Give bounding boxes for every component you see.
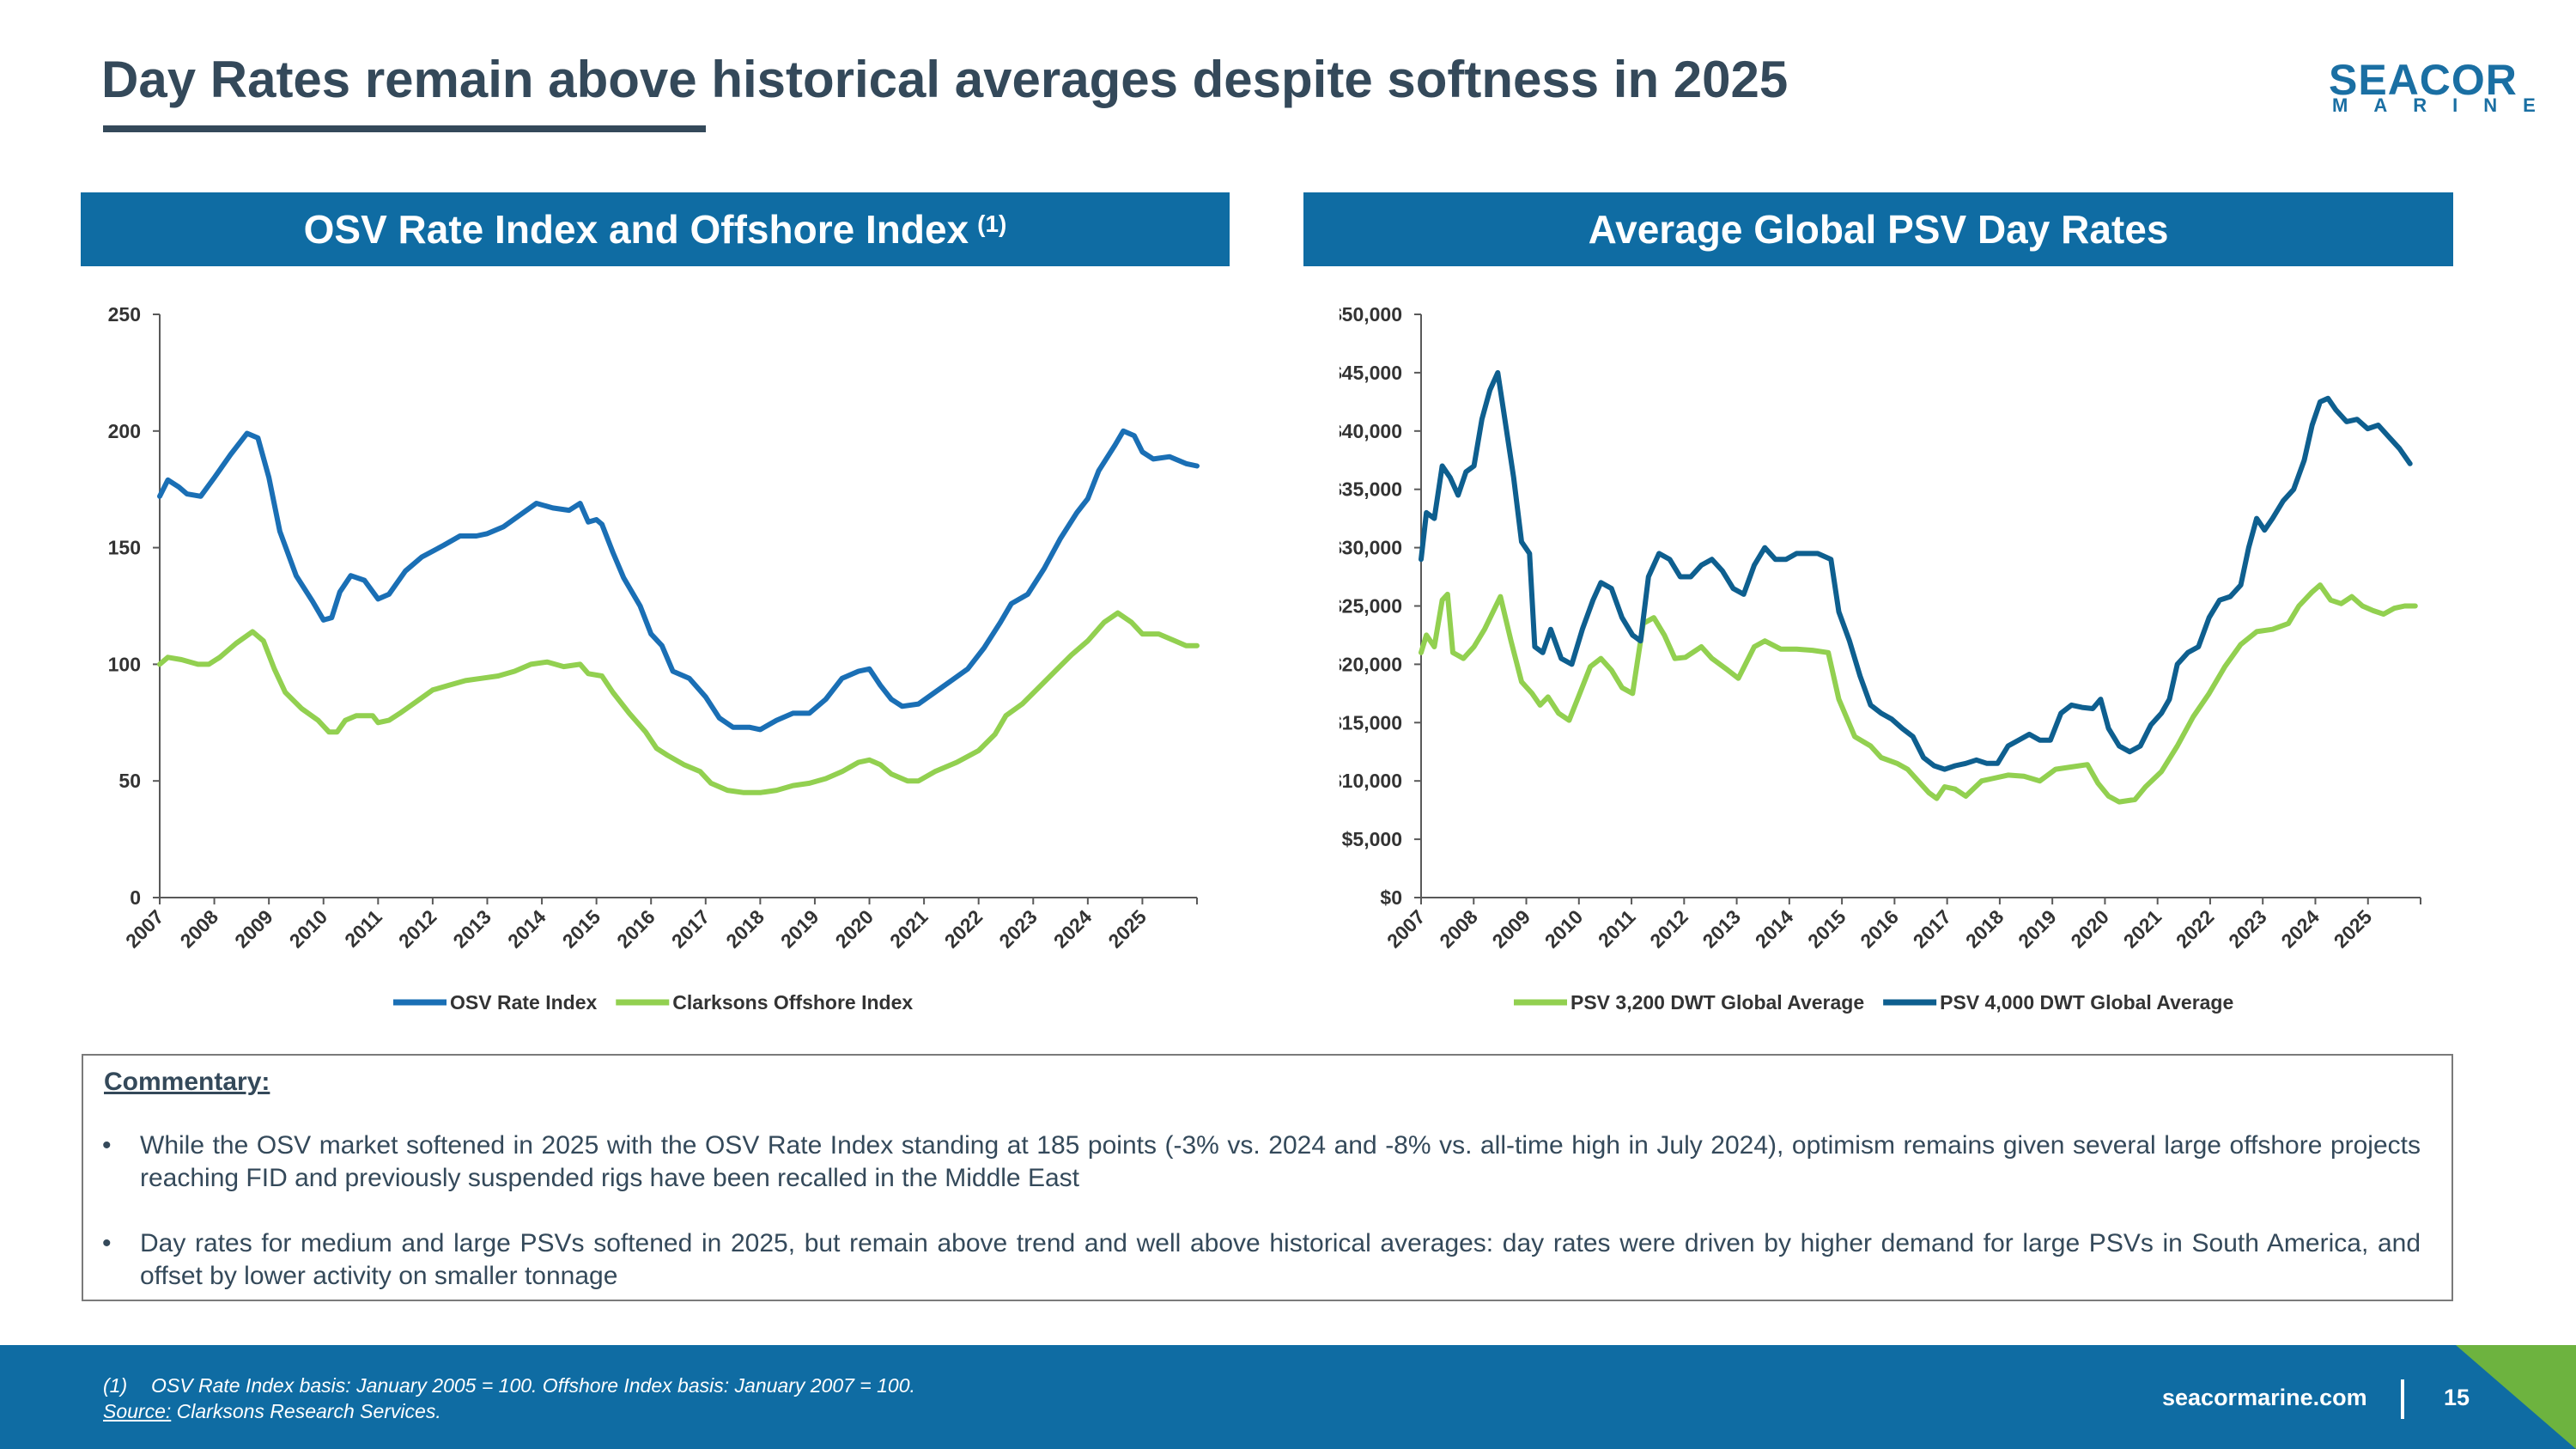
page-title: Day Rates remain above historical averag… <box>101 51 1789 108</box>
x-tick-label: 2019 <box>2014 905 2061 953</box>
y-tick-label: $25,000 <box>1340 595 1402 618</box>
x-tick-label: 2007 <box>1382 905 1430 953</box>
x-tick-label: 2010 <box>285 905 332 953</box>
footnote-marker: (1) <box>977 210 1007 237</box>
y-tick-label: $50,000 <box>1340 303 1402 326</box>
footnotes: (1) OSV Rate Index basis: January 2005 = … <box>103 1373 915 1424</box>
logo-wordmark: SEACOR <box>2329 56 2518 104</box>
x-tick-label: 2012 <box>394 905 441 953</box>
x-tick-label: 2009 <box>1487 905 1534 953</box>
y-tick-label: 250 <box>108 303 141 326</box>
y-tick-label: 0 <box>130 886 141 909</box>
psv-day-rates-chart: $0 $5,000 $10,000 $15,000 $20,000 $25,000 $30,… <box>1340 303 2421 1014</box>
x-tick-label: 2021 <box>885 905 933 953</box>
x-tick-label: 2009 <box>230 905 277 953</box>
title-underline <box>103 125 706 132</box>
x-tick-label: 2023 <box>2224 905 2271 953</box>
series-line-osv-rate-index <box>157 428 1200 733</box>
x-tick-label: 2020 <box>830 905 878 953</box>
x-tick-label: 2020 <box>2066 905 2113 953</box>
x-tick-label: 2021 <box>2119 905 2166 953</box>
y-tick-label: 150 <box>108 537 141 559</box>
legend-label: Clarksons Offshore Index <box>672 991 913 1014</box>
y-tick-label: $20,000 <box>1340 653 1402 675</box>
x-tick-label: 2011 <box>1594 905 1640 952</box>
series-line-psv-4-000-dwt-global-average <box>1419 369 2413 772</box>
x-tick-label: 2017 <box>667 905 714 953</box>
commentary-box: Commentary: • While the OSV market softe… <box>82 1054 2453 1301</box>
commentary-bullet: • While the OSV market softened in 2025 … <box>102 1129 2421 1195</box>
y-tick-label: $0 <box>1380 886 1402 909</box>
y-tick-label: 200 <box>108 420 141 442</box>
source-text: Clarksons Research Services. <box>176 1400 441 1422</box>
x-tick-label: 2025 <box>2330 905 2377 953</box>
footnote-1: (1) OSV Rate Index basis: January 2005 = … <box>103 1373 915 1398</box>
y-tick-label: $5,000 <box>1342 828 1402 850</box>
y-tick-label: $30,000 <box>1340 537 1402 559</box>
source-label: Source: <box>103 1400 172 1422</box>
x-tick-label: 2023 <box>994 905 1042 953</box>
x-tick-label: 2013 <box>448 905 495 953</box>
commentary-bullet-text: Day rates for medium and large PSVs soft… <box>140 1229 2421 1290</box>
seacor-marine-logo: SEACOR MARINE <box>2329 58 2536 119</box>
footer-accent-shape <box>2456 1345 2576 1449</box>
x-tick-label: 2016 <box>612 905 659 953</box>
x-tick-label: 2019 <box>776 905 823 953</box>
x-tick-label: 2017 <box>1909 905 1956 953</box>
x-tick-label: 2014 <box>1751 905 1798 953</box>
y-tick-label: $35,000 <box>1340 478 1402 501</box>
y-tick-label: 50 <box>118 770 141 792</box>
y-tick-label: $40,000 <box>1340 420 1402 442</box>
y-tick-label: $15,000 <box>1340 711 1402 734</box>
x-tick-label: 2025 <box>1103 905 1151 953</box>
right-chart-title: Average Global PSV Day Rates <box>1588 207 2169 252</box>
series-line-psv-3-200-dwt-global-average <box>1419 582 2418 805</box>
x-tick-label: 2007 <box>121 905 168 953</box>
x-tick-label: 2011 <box>340 905 386 952</box>
legend-label: PSV 4,000 DWT Global Average <box>1940 991 2233 1014</box>
x-tick-label: 2010 <box>1540 905 1588 953</box>
footer-separator <box>2401 1379 2404 1419</box>
x-tick-label: 2024 <box>1049 905 1097 953</box>
y-tick-label: $45,000 <box>1340 362 1402 384</box>
right-chart-header: Average Global PSV Day Rates <box>1303 192 2453 266</box>
y-tick-label: 100 <box>108 653 141 675</box>
logo-subtitle: MARINE <box>2332 94 2561 116</box>
footnote-text: OSV Rate Index basis: January 2005 = 100… <box>151 1374 915 1397</box>
bullet-dot: • <box>102 1131 112 1160</box>
x-tick-label: 2015 <box>558 905 605 953</box>
x-tick-label: 2024 <box>2276 905 2324 953</box>
page-number: 15 <box>2444 1385 2470 1410</box>
legend-label: PSV 3,200 DWT Global Average <box>1571 991 1864 1014</box>
x-tick-label: 2012 <box>1645 905 1692 953</box>
x-tick-label: 2015 <box>1803 905 1850 953</box>
left-chart-title: OSV Rate Index and Offshore Index <box>303 207 969 252</box>
x-tick-label: 2008 <box>176 905 223 953</box>
left-chart-header: OSV Rate Index and Offshore Index (1) <box>81 192 1230 266</box>
website-link[interactable]: seacormarine.com <box>2162 1385 2367 1410</box>
legend-label: OSV Rate Index <box>450 991 597 1014</box>
commentary-heading: Commentary: <box>104 1068 270 1096</box>
x-tick-label: 2018 <box>721 905 769 953</box>
bullet-dot: • <box>102 1229 112 1257</box>
x-tick-label: 2013 <box>1698 905 1746 953</box>
x-tick-label: 2018 <box>1961 905 2008 953</box>
x-tick-label: 2014 <box>503 905 550 953</box>
y-tick-label: $10,000 <box>1340 770 1402 792</box>
footnote-number: (1) <box>103 1374 128 1397</box>
commentary-bullet-text: While the OSV market softened in 2025 wi… <box>140 1131 2421 1192</box>
commentary-bullet: • Day rates for medium and large PSVs so… <box>102 1227 2421 1293</box>
x-tick-label: 2008 <box>1435 905 1482 953</box>
series-line-clarksons-offshore-index <box>157 610 1200 795</box>
x-tick-label: 2022 <box>2172 905 2219 953</box>
footer-bar: (1) OSV Rate Index basis: January 2005 = … <box>0 1345 2576 1449</box>
x-tick-label: 2022 <box>940 905 987 953</box>
source-line: Source: Clarksons Research Services. <box>103 1398 915 1424</box>
x-tick-label: 2016 <box>1856 905 1903 953</box>
